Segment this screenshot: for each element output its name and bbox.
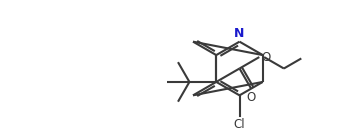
Text: N: N [234, 27, 245, 40]
Text: Cl: Cl [234, 118, 245, 131]
Text: O: O [246, 92, 256, 105]
Text: O: O [262, 51, 271, 64]
